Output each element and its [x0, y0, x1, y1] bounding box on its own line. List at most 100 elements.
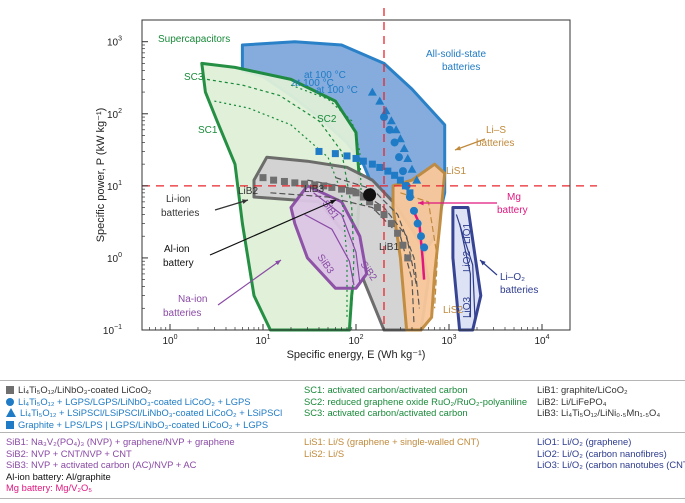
legend-lis2: LiS2: Li/S: [304, 447, 345, 459]
y-tick-label: 100: [107, 252, 122, 265]
region-label: SC3: [184, 72, 204, 83]
data-point-series1: [380, 211, 388, 219]
data-point-series1: [291, 179, 299, 187]
region-label: at 100 °C: [292, 78, 334, 89]
x-tick-exponent: 0: [174, 334, 178, 341]
data-point-series3: [395, 134, 405, 143]
data-point-series3: [412, 175, 422, 184]
y-tick-label: 10−1: [103, 324, 122, 337]
data-point-series3: [375, 96, 385, 105]
y-tick-exponent: −1: [114, 324, 122, 331]
chart-regions: [200, 40, 483, 332]
data-point-series4: [384, 167, 392, 175]
data-point-series4: [391, 171, 399, 179]
data-point-series3: [399, 143, 409, 152]
x-tick-label: 104: [534, 334, 549, 347]
blue-circle-marker-icon: [6, 397, 14, 406]
legend-mg: Mg battery: Mg/V₂O₅: [6, 482, 93, 493]
legend-marker-entry-1: Li₄Ti₅O₁₂/LiNbO₃-coated LiCoO₂: [6, 384, 152, 395]
data-point-series4: [368, 160, 376, 168]
region-label: Mg: [507, 192, 521, 203]
data-point-series3: [403, 153, 413, 162]
data-point-series2: [417, 232, 426, 241]
y-axis-label: Specific power, P (kW kg⁻¹): [95, 108, 107, 243]
data-point-series1: [359, 193, 367, 201]
lis-curve: [400, 192, 439, 309]
data-point-series1: [404, 254, 412, 262]
y-tick-exponent: 1: [118, 180, 122, 187]
data-point-series3: [407, 164, 417, 173]
region-label: batteries: [442, 62, 480, 73]
mg-battery-line: [410, 207, 426, 280]
mg-pointer-head: [418, 200, 424, 206]
x-tick-exponent: 1: [267, 334, 271, 341]
legend-sc1: SC1: activated carbon/activated carbon: [304, 384, 468, 395]
y-tick-exponent: 2: [118, 108, 122, 115]
data-point-series1: [352, 189, 360, 197]
data-point-series1: [366, 198, 374, 206]
legend-marker-entry-3: Li₄Ti₅O₁₂ + LSiPSCl/LSiPSCl/LiNbO₃-coate…: [6, 407, 282, 418]
legend-lio1: LiO1: Li/O₂ (graphene): [537, 436, 632, 447]
data-point-series1: [399, 241, 407, 249]
region-label-at-100c: at 100 °C: [304, 70, 346, 81]
legend-sib3: SiB3: NVP + activated carbon (AC)/NVP + …: [6, 459, 197, 470]
data-point-series1: [311, 181, 319, 189]
region-label: Li–O₂: [500, 272, 525, 283]
al-ion-pointer: [209, 199, 337, 256]
x-tick-label: 101: [255, 334, 270, 347]
data-point-series2: [385, 125, 394, 134]
na-ion-pointer-head: [275, 260, 281, 266]
y-tick-label: 103: [107, 36, 122, 49]
region-label: LiB1: [379, 242, 399, 253]
x-tick-exponent: 2: [360, 334, 364, 341]
legend-sc2: SC2: reduced graphene oxide RuO₂/RuO₂-po…: [304, 395, 528, 407]
region-label: LiS2: [443, 305, 463, 316]
region-label: LiO1: [462, 222, 473, 244]
legend: Li₄Ti₅O₁₂/LiNbO₃-coated LiCoO₂ Li₄Ti₅O₁₂…: [0, 380, 685, 503]
data-point-series1: [345, 187, 353, 195]
region-label: batteries: [476, 138, 514, 149]
legend-lio2: LiO2: Li/O₂ (carbon nanofibres): [537, 447, 667, 459]
region-label: battery: [163, 258, 194, 269]
x-axis-label: Specific energy, E (Wh kg⁻¹): [287, 349, 426, 361]
region-label: batteries: [163, 308, 201, 319]
data-point-series2: [379, 113, 388, 122]
x-tick-label: 100: [162, 334, 177, 347]
data-point-series1: [301, 180, 309, 188]
y-tick-exponent: 3: [118, 36, 122, 43]
sib-curve-2: [304, 213, 355, 286]
sc2-curve: [290, 84, 363, 208]
chart-points: [259, 87, 429, 262]
li-ion-pointer: [214, 199, 249, 211]
legend-top-divider: [0, 380, 685, 381]
li-s-pointer-head: [455, 145, 461, 151]
legend-sib2: SiB2: NVP + CNT/NVP + CNT: [6, 447, 132, 459]
region-label: batteries: [500, 285, 538, 296]
data-point-series2: [390, 138, 399, 147]
li-ion-pointer-head: [242, 199, 248, 204]
region-label: LiO3: [462, 296, 473, 318]
lio-curve-2: [459, 223, 471, 318]
data-point-series2: [395, 153, 404, 162]
data-point-series4: [343, 152, 351, 160]
data-point-series1: [387, 220, 395, 228]
data-point-series4: [359, 157, 367, 165]
data-point-series1: [320, 182, 328, 190]
data-point-series2: [409, 206, 418, 215]
legend-sc3: SC3: activated carbon/activated carbon: [304, 407, 468, 418]
region-label: SC2: [317, 114, 337, 125]
y-tick-label: 101: [107, 180, 122, 193]
x-tick-label: 102: [348, 334, 363, 347]
data-point-series1: [328, 183, 336, 191]
ragone-chart: 100 101 102 103 10410−1100101102103Specific …: [95, 8, 597, 361]
data-point-series4: [406, 189, 414, 197]
region-label: Li–S: [486, 125, 506, 136]
region-label: Supercapacitors: [158, 34, 230, 45]
region-label: LiO2: [462, 250, 473, 272]
data-point-series4: [401, 182, 409, 190]
data-point-series4: [396, 176, 404, 184]
data-point-series1: [270, 176, 278, 184]
blue-triangle-marker-icon: [6, 408, 16, 417]
region-lis: [391, 162, 447, 332]
legend-sib1: SiB1: Na₃V₂(PO₄)₃ (NVP) + graphene/NVP +…: [6, 436, 235, 447]
